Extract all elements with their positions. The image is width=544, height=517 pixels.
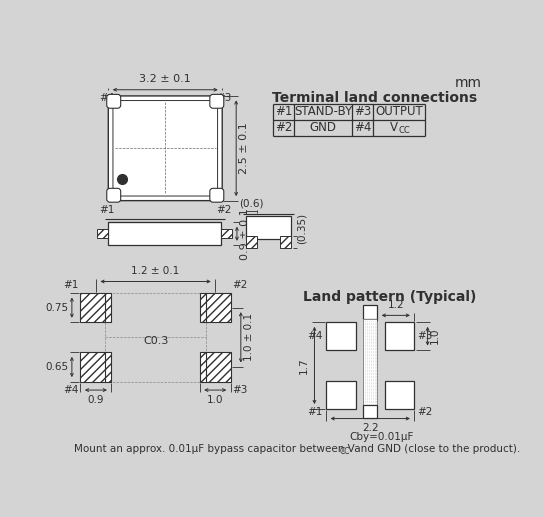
Bar: [81, 293, 112, 322]
Text: 0.65: 0.65: [45, 362, 68, 372]
Text: #4: #4: [99, 93, 114, 103]
Bar: [385, 381, 415, 408]
Text: 1.0: 1.0: [207, 394, 224, 405]
FancyBboxPatch shape: [210, 188, 224, 202]
Bar: [108, 222, 221, 245]
Text: #1: #1: [307, 406, 323, 417]
FancyBboxPatch shape: [107, 188, 121, 202]
Text: Cby=0.01μF: Cby=0.01μF: [349, 432, 413, 442]
Text: 2.2: 2.2: [362, 423, 379, 433]
Text: GND: GND: [310, 121, 337, 134]
Text: 1.2 ± 0.1: 1.2 ± 0.1: [132, 266, 180, 276]
Text: #4: #4: [354, 121, 371, 134]
Text: #3: #3: [354, 105, 371, 118]
Text: 0.9: 0.9: [88, 394, 104, 405]
Text: CC: CC: [399, 126, 411, 135]
Bar: [97, 229, 108, 238]
Bar: [200, 293, 231, 322]
Text: #4: #4: [64, 385, 79, 394]
Bar: [385, 322, 415, 350]
Bar: [81, 352, 112, 382]
Text: Mount an approx. 0.01μF bypass capacitor between V: Mount an approx. 0.01μF bypass capacitor…: [74, 444, 355, 454]
Bar: [221, 229, 232, 238]
Text: C0.3: C0.3: [143, 336, 168, 346]
Text: #1: #1: [275, 105, 292, 118]
Text: #2: #2: [418, 406, 433, 417]
Text: #1: #1: [99, 205, 114, 215]
Bar: [246, 236, 257, 248]
FancyBboxPatch shape: [210, 95, 224, 108]
Text: 3.2 ± 0.1: 3.2 ± 0.1: [139, 74, 191, 84]
Text: and GND (close to the product).: and GND (close to the product).: [351, 444, 520, 454]
Bar: [326, 381, 356, 408]
Text: Land pattern (Typical): Land pattern (Typical): [303, 290, 477, 304]
Bar: [363, 306, 377, 319]
FancyBboxPatch shape: [108, 96, 222, 201]
Text: V: V: [390, 121, 398, 134]
Text: 1.7: 1.7: [299, 357, 309, 374]
Text: #4: #4: [307, 331, 323, 341]
Text: 1.0 ± 0.1: 1.0 ± 0.1: [244, 313, 255, 361]
Text: 2.5 ± 0.1: 2.5 ± 0.1: [239, 123, 249, 174]
Text: OUTPUT: OUTPUT: [375, 105, 423, 118]
Text: 1.0: 1.0: [430, 328, 440, 344]
FancyBboxPatch shape: [107, 95, 121, 108]
Bar: [363, 319, 377, 405]
Bar: [326, 322, 356, 350]
Text: (0.35): (0.35): [297, 213, 307, 244]
Bar: [200, 352, 231, 382]
Text: 0.9 ± 0.1: 0.9 ± 0.1: [240, 208, 250, 260]
Text: (0.6): (0.6): [239, 199, 264, 208]
Text: Terminal land connections: Terminal land connections: [271, 92, 477, 105]
Text: #1: #1: [64, 280, 79, 290]
Bar: [280, 236, 291, 248]
Text: mm: mm: [455, 76, 482, 90]
Text: #2: #2: [216, 205, 232, 215]
Text: 0.75: 0.75: [45, 302, 68, 313]
Text: CC: CC: [340, 447, 350, 456]
Text: STAND-BY: STAND-BY: [294, 105, 352, 118]
Text: #3: #3: [216, 93, 232, 103]
Text: #3: #3: [232, 385, 248, 394]
Bar: [363, 405, 377, 418]
Text: #2: #2: [232, 280, 248, 290]
Bar: [246, 216, 291, 239]
Text: #3: #3: [418, 331, 433, 341]
Text: #2: #2: [275, 121, 292, 134]
Text: 1.2: 1.2: [387, 300, 404, 310]
